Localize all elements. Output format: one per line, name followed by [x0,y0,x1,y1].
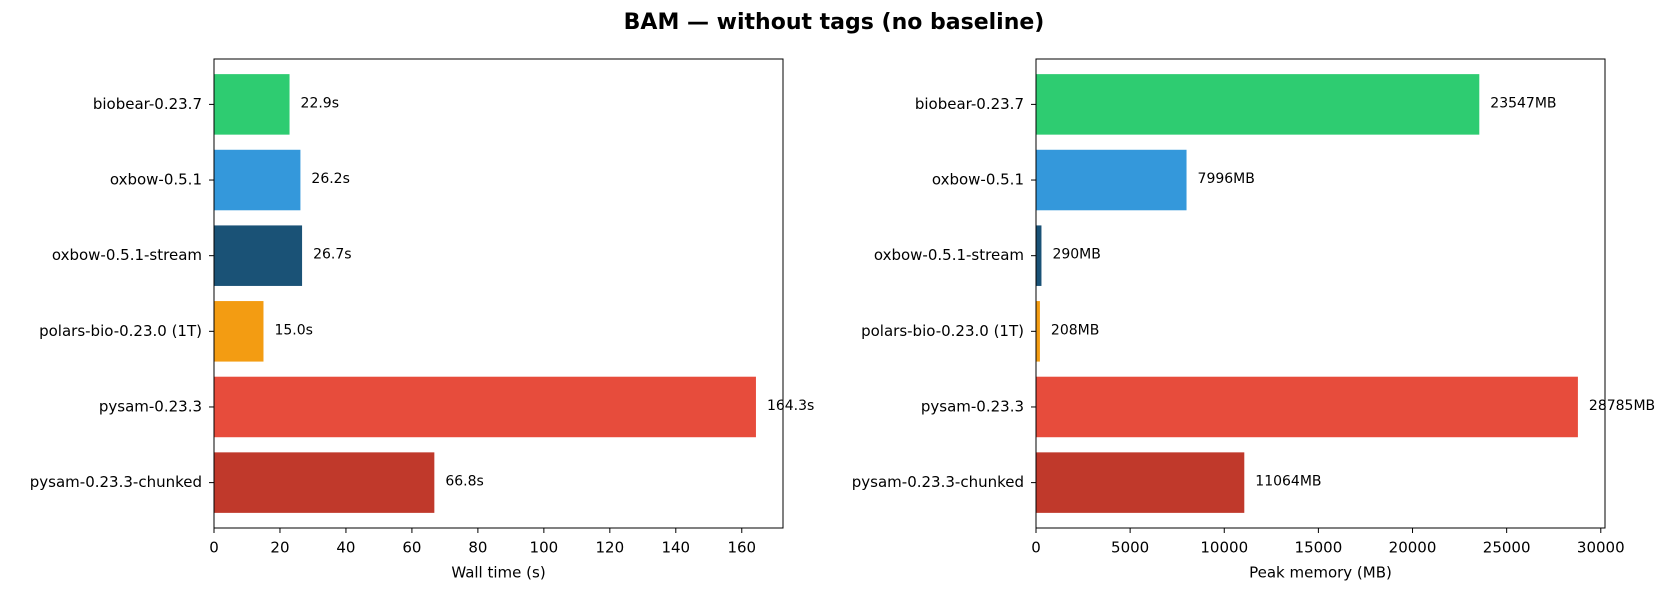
bar [1036,149,1187,211]
bar [1036,74,1480,135]
y-tick-label: polars-bio-0.23.0 (1T) [861,322,1024,340]
y-tick-label: polars-bio-0.23.0 (1T) [39,322,202,340]
value-label: 290MB [1052,247,1100,263]
y-tick-label: oxbow-0.5.1 [110,171,202,189]
value-label: 28785MB [1589,398,1655,414]
y-tick-label: biobear-0.23.7 [915,95,1024,113]
x-tick-label: 100 [530,539,559,557]
x-tick-label: 160 [727,539,756,557]
y-tick-label: biobear-0.23.7 [93,95,202,113]
y-tick-label: oxbow-0.5.1-stream [52,246,202,264]
value-label: 208MB [1051,322,1099,338]
value-label: 7996MB [1198,171,1255,187]
x-axis-label: Wall time (s) [451,564,545,582]
value-label: 164.3s [767,398,814,414]
x-tick-label: 25000 [1483,539,1531,557]
x-tick-label: 0 [209,539,219,557]
figure-title: BAM — without tags (no baseline) [624,10,1045,35]
bar [214,301,264,362]
x-tick-label: 20 [270,539,289,557]
value-label: 66.8s [445,474,483,490]
y-tick-label: pysam-0.23.3-chunked [852,473,1024,491]
x-tick-label: 40 [336,539,355,557]
value-label: 22.9s [301,95,339,111]
value-label: 26.7s [313,247,351,263]
y-tick-label: pysam-0.23.3 [921,397,1024,415]
bar [214,225,303,286]
y-tick-label: pysam-0.23.3-chunked [30,473,202,491]
bar [214,149,301,211]
value-label: 23547MB [1490,95,1556,111]
x-tick-label: 10000 [1200,539,1248,557]
bar [1036,452,1245,513]
y-tick-label: oxbow-0.5.1-stream [874,246,1024,264]
y-tick-label: pysam-0.23.3 [99,397,202,415]
axes-frame [1035,58,1606,529]
bar [1036,301,1040,362]
x-tick-label: 15000 [1295,539,1343,557]
x-tick-label: 20000 [1389,539,1437,557]
x-tick-label: 5000 [1111,539,1149,557]
bar [1036,376,1578,438]
value-label: 15.0s [274,322,312,338]
x-tick-label: 140 [661,539,690,557]
x-tick-label: 0 [1031,539,1041,557]
x-tick-label: 120 [596,539,625,557]
x-tick-label: 30000 [1577,539,1625,557]
bar [214,74,290,135]
x-tick-label: 80 [468,539,487,557]
value-label: 11064MB [1255,474,1321,490]
bar [214,376,756,438]
value-label: 26.2s [311,171,349,187]
x-tick-label: 60 [402,539,421,557]
axes-frame [213,58,784,529]
bar [1036,225,1042,286]
x-axis-label: Peak memory (MB) [1249,564,1392,582]
bar [214,452,435,513]
y-tick-label: oxbow-0.5.1 [932,171,1024,189]
